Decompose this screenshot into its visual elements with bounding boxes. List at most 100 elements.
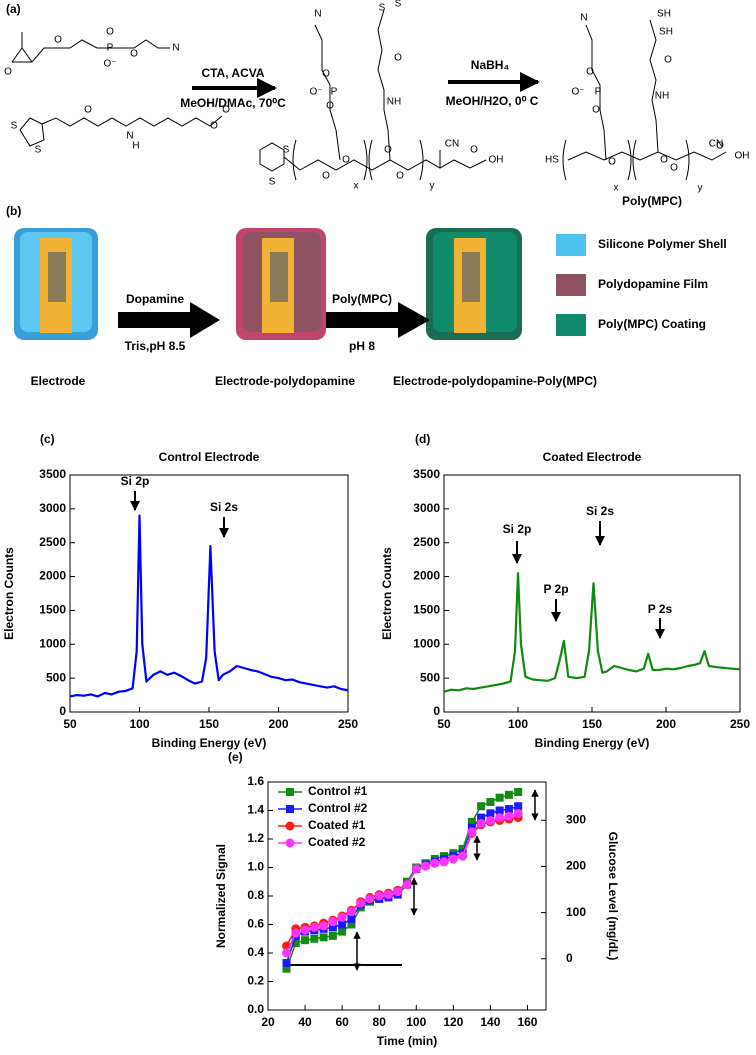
point — [346, 907, 356, 917]
y-tick-label: 1000 — [39, 636, 66, 650]
point — [486, 809, 495, 818]
x-tick-label: 120 — [443, 1015, 463, 1029]
legend-label: Polydopamine Film — [598, 277, 708, 291]
point — [514, 787, 523, 796]
point — [504, 805, 513, 814]
y-tick-label: 1.2 — [247, 831, 264, 845]
atom-label: O — [210, 121, 218, 132]
atom-label: OH — [735, 151, 750, 162]
point — [448, 854, 458, 864]
y2-tick-label: 0 — [566, 951, 573, 965]
annotation: Si 2s — [586, 504, 614, 518]
y-tick-label: 500 — [46, 670, 66, 684]
stage-label: Electrode — [31, 374, 86, 388]
atom-label: S — [395, 0, 402, 10]
x-axis-label: Binding Energy (eV) — [535, 736, 650, 750]
point — [337, 912, 347, 922]
step-condition: Tris,pH 8.5 — [125, 339, 186, 353]
legend-swatch — [556, 234, 586, 256]
point — [477, 802, 486, 811]
y-tick-label: 3500 — [413, 467, 440, 481]
atom-label: O — [660, 155, 668, 166]
legend-label: Silicone Polymer Shell — [598, 237, 727, 251]
x-tick-label: 20 — [261, 1015, 275, 1029]
electrode-drawings — [14, 228, 522, 340]
atom-label: O⁻ — [103, 59, 116, 70]
atom-label: O — [384, 145, 392, 156]
atom-label: O — [716, 141, 724, 152]
point — [504, 811, 514, 821]
atom-label: O — [608, 157, 616, 168]
point — [328, 917, 338, 927]
atom-label: O — [322, 69, 330, 80]
reagent: NaBH₄ — [471, 58, 510, 72]
stage-label: Electrode-polydopamine — [215, 374, 355, 388]
x-tick-label: 50 — [437, 717, 451, 731]
atom-label: O — [396, 171, 404, 182]
x-tick-label: 100 — [508, 717, 528, 731]
point — [458, 851, 468, 861]
y-axis-label: Electron Counts — [2, 547, 16, 640]
x-tick-label: 200 — [268, 717, 288, 731]
y-tick-label: 1000 — [413, 636, 440, 650]
y-tick-label: 2000 — [39, 569, 66, 583]
scheme-drawing — [11, 9, 727, 181]
y-tick-label: 1.4 — [247, 803, 264, 817]
point — [365, 894, 375, 904]
condition: MeOH/DMAc, 70⁰C — [180, 96, 286, 110]
point — [430, 858, 440, 868]
y-tick-label: 2500 — [39, 535, 66, 549]
atom-label: S — [269, 177, 276, 188]
point — [495, 806, 504, 815]
point — [291, 939, 300, 948]
y-axis-label: Electron Counts — [380, 547, 394, 640]
legend-label: Coated #1 — [308, 818, 366, 832]
atom-label: O — [106, 27, 114, 38]
atom-label: S — [283, 145, 290, 156]
x-tick-label: 160 — [517, 1015, 537, 1029]
y-tick-label: 3500 — [39, 467, 66, 481]
y-tick-label: 3000 — [413, 501, 440, 515]
legend-marker — [286, 788, 294, 796]
annotation: Si 2p — [121, 474, 150, 488]
atom-label: CN — [445, 139, 459, 150]
atom-label: O — [222, 105, 230, 116]
point — [310, 934, 319, 943]
y-tick-label: 0.2 — [247, 974, 264, 988]
atom-label: P — [331, 87, 338, 98]
atom-label: O — [664, 55, 672, 66]
atom-label: O — [470, 145, 478, 156]
point — [282, 958, 291, 967]
point — [319, 933, 328, 942]
stage-label: Electrode-polydopamine-Poly(MPC) — [393, 374, 597, 388]
y-tick-label: 0 — [433, 704, 440, 718]
legend-label: Control #1 — [308, 784, 368, 798]
atom-label: O⁻ — [571, 87, 584, 98]
legend-label: Coated #2 — [308, 835, 366, 849]
point — [513, 808, 523, 818]
atom-label: O — [342, 155, 350, 166]
point — [421, 861, 431, 871]
atom-label: N — [126, 131, 133, 142]
legend-marker — [285, 821, 295, 831]
point — [439, 857, 449, 867]
legend-marker — [286, 805, 294, 813]
x-tick-label: 150 — [582, 717, 602, 731]
legend-swatch — [556, 314, 586, 336]
point — [393, 887, 403, 897]
atom-label: CN — [709, 139, 723, 150]
point — [477, 813, 486, 822]
atom-label: O⁻ — [309, 87, 322, 98]
panel-label: (d) — [415, 432, 430, 446]
atom-label: O — [586, 67, 594, 78]
atom-label: H — [132, 141, 139, 152]
point — [383, 890, 393, 900]
y2-tick-label: 100 — [566, 905, 586, 919]
annotation: P 2s — [648, 602, 673, 616]
y-tick-label: 500 — [420, 670, 440, 684]
point — [374, 891, 384, 901]
reagent: CTA, ACVA — [201, 66, 264, 80]
atom-label: O — [54, 35, 62, 46]
point — [458, 844, 467, 853]
